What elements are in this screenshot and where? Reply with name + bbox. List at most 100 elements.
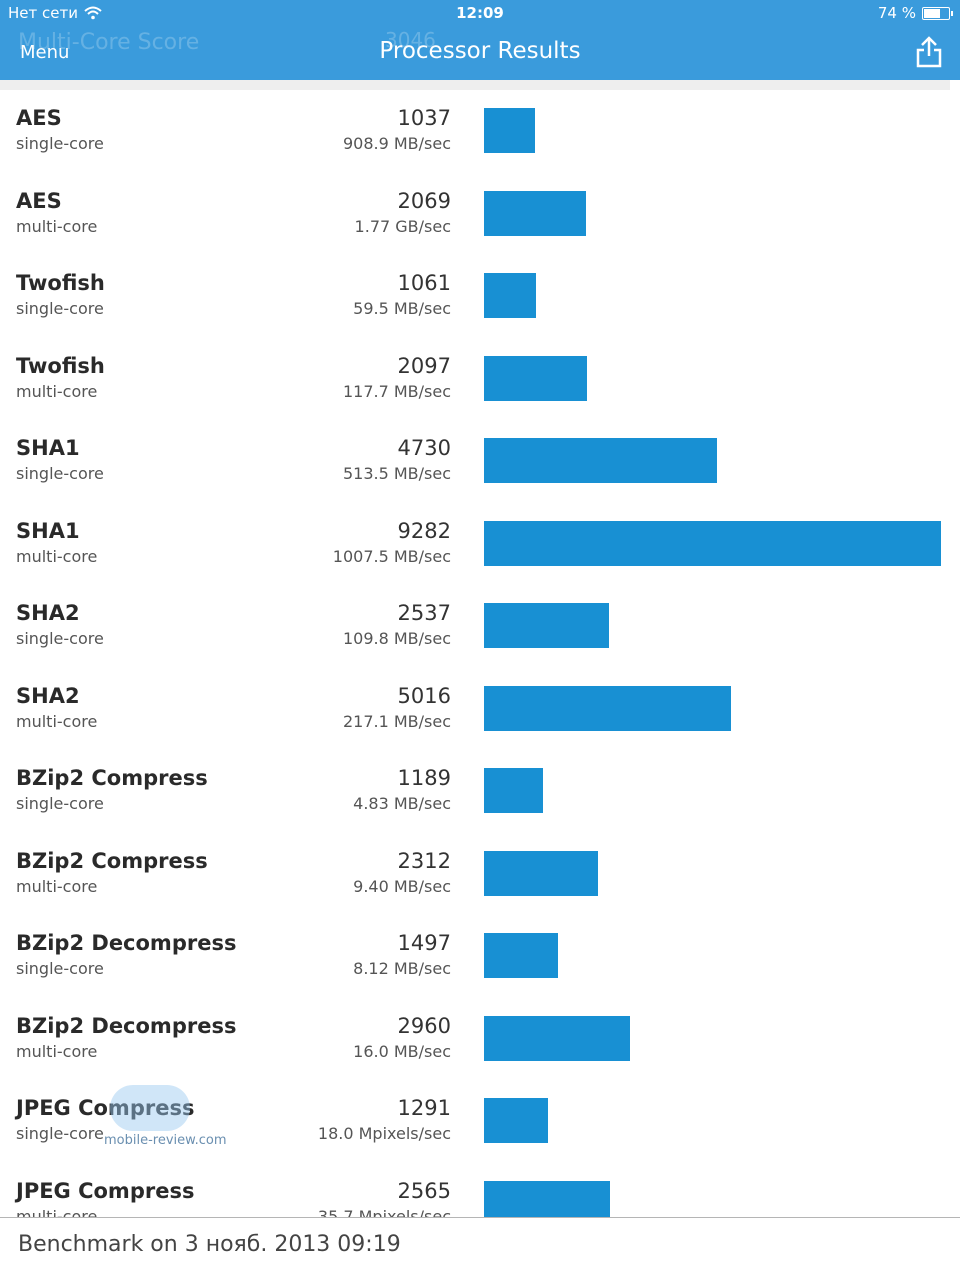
result-name: SHA2 bbox=[16, 601, 80, 625]
result-mode: multi-core bbox=[16, 546, 98, 566]
ghost-section-title: Multi-Core Score bbox=[18, 30, 200, 55]
result-name: SHA2 bbox=[16, 683, 80, 708]
watermark-text: mobile-review.com bbox=[104, 1133, 227, 1148]
menu-button[interactable]: Menu bbox=[20, 42, 70, 63]
result-score: 2312 bbox=[397, 848, 451, 873]
result-row[interactable]: SHA1 single-core 4730 513.5 MB/sec bbox=[0, 420, 960, 503]
result-score: 1061 bbox=[397, 271, 451, 295]
result-score: 1189 bbox=[397, 766, 451, 790]
result-bar bbox=[484, 685, 731, 731]
result-rate: 1.77 GB/sec bbox=[354, 216, 451, 236]
result-row[interactable]: BZip2 Decompress multi-core 2960 16.0 MB/se… bbox=[0, 998, 960, 1081]
result-bar bbox=[484, 1098, 548, 1143]
result-bar bbox=[484, 1180, 610, 1218]
result-rate: 8.12 MB/sec bbox=[353, 959, 451, 978]
result-mode: single-core bbox=[16, 959, 104, 978]
result-row[interactable]: JPEG Compress multi-core 2565 35.7 Mpixels/… bbox=[0, 1163, 960, 1219]
result-name: AES bbox=[16, 188, 62, 213]
watermark: mobile-review.com bbox=[100, 1085, 230, 1165]
result-row[interactable]: JPEG Compress single-core 1291 18.0 Mpixels… bbox=[0, 1080, 960, 1163]
result-name: AES bbox=[16, 106, 62, 130]
result-bar bbox=[484, 190, 586, 236]
result-score: 2097 bbox=[397, 353, 451, 378]
result-row[interactable]: Twofish single-core 1061 59.5 MB/sec bbox=[0, 255, 960, 338]
scroll-header-strip bbox=[0, 80, 950, 90]
result-rate: 4.83 MB/sec bbox=[353, 794, 451, 813]
result-score: 1291 bbox=[397, 1096, 451, 1120]
result-mode: single-core bbox=[16, 629, 104, 648]
result-mode: single-core bbox=[16, 1124, 104, 1143]
result-row[interactable]: AES multi-core 2069 1.77 GB/sec bbox=[0, 173, 960, 256]
result-mode: multi-core bbox=[16, 216, 98, 236]
result-bar bbox=[484, 933, 558, 978]
result-bar bbox=[484, 520, 941, 566]
status-time: 12:09 bbox=[456, 4, 504, 22]
result-row[interactable]: BZip2 Compress single-core 1189 4.83 MB/sec bbox=[0, 750, 960, 833]
benchmark-date: Benchmark on 3 нояб. 2013 09:19 bbox=[18, 1232, 401, 1257]
result-rate: 513.5 MB/sec bbox=[342, 464, 451, 483]
result-score: 5016 bbox=[397, 683, 451, 708]
result-score: 2565 bbox=[397, 1178, 451, 1203]
result-row[interactable]: Twofish multi-core 2097 117.7 MB/sec bbox=[0, 338, 960, 421]
result-name: BZip2 Decompress bbox=[16, 1013, 237, 1038]
status-carrier-group: Нет сети bbox=[8, 4, 102, 22]
result-rate: 109.8 MB/sec bbox=[342, 629, 451, 648]
battery-icon bbox=[922, 6, 953, 20]
result-mode: single-core bbox=[16, 299, 104, 318]
result-score: 2537 bbox=[397, 601, 451, 625]
page-title: Processor Results bbox=[379, 38, 581, 64]
result-bar bbox=[484, 603, 609, 648]
result-rate: 16.0 MB/sec bbox=[353, 1041, 451, 1061]
result-bar bbox=[484, 108, 535, 153]
result-row[interactable]: BZip2 Compress multi-core 2312 9.40 MB/sec bbox=[0, 833, 960, 916]
result-row[interactable]: BZip2 Decompress single-core 1497 8.12 MB/s… bbox=[0, 915, 960, 998]
result-score: 1497 bbox=[397, 931, 451, 955]
result-name: Twofish bbox=[16, 271, 105, 295]
result-mode: multi-core bbox=[16, 1041, 98, 1061]
share-icon[interactable] bbox=[916, 36, 942, 68]
result-row[interactable]: AES single-core 1037 908.9 MB/sec bbox=[0, 90, 960, 173]
result-rate: 1007.5 MB/sec bbox=[332, 546, 451, 566]
result-bar bbox=[484, 273, 536, 318]
result-rate: 59.5 MB/sec bbox=[353, 299, 451, 318]
result-name: JPEG Compress bbox=[16, 1178, 195, 1203]
result-bar bbox=[484, 438, 717, 483]
watermark-logo bbox=[110, 1085, 190, 1131]
result-rate: 35.7 Mpixels/sec bbox=[317, 1206, 451, 1219]
carrier-label: Нет сети bbox=[8, 4, 78, 22]
result-bar bbox=[484, 355, 587, 401]
status-battery-group: 74 % bbox=[877, 4, 953, 22]
result-row[interactable]: SHA1 multi-core 9282 1007.5 MB/sec bbox=[0, 503, 960, 586]
result-score: 1037 bbox=[397, 106, 451, 130]
result-rate: 9.40 MB/sec bbox=[353, 876, 451, 896]
result-mode: multi-core bbox=[16, 876, 98, 896]
result-mode: multi-core bbox=[16, 1206, 98, 1219]
result-name: BZip2 Compress bbox=[16, 766, 208, 790]
footer-divider bbox=[0, 1217, 960, 1218]
result-score: 2069 bbox=[397, 188, 451, 213]
result-rate: 18.0 Mpixels/sec bbox=[317, 1124, 451, 1143]
result-mode: multi-core bbox=[16, 381, 98, 401]
result-name: SHA1 bbox=[16, 436, 80, 460]
result-name: BZip2 Decompress bbox=[16, 931, 237, 955]
result-score: 4730 bbox=[397, 436, 451, 460]
result-mode: single-core bbox=[16, 134, 104, 153]
result-row[interactable]: SHA2 multi-core 5016 217.1 MB/sec bbox=[0, 668, 960, 751]
result-score: 2960 bbox=[397, 1013, 451, 1038]
top-bar: Нет сети 12:09 74 % Multi-Core Score 304… bbox=[0, 0, 960, 80]
battery-percent: 74 % bbox=[877, 4, 916, 22]
result-mode: single-core bbox=[16, 794, 104, 813]
results-list[interactable]: AES single-core 1037 908.9 MB/sec AES multi-c… bbox=[0, 90, 960, 1218]
result-name: Twofish bbox=[16, 353, 105, 378]
result-mode: single-core bbox=[16, 464, 104, 483]
result-bar bbox=[484, 850, 598, 896]
result-bar bbox=[484, 768, 543, 813]
result-rate: 217.1 MB/sec bbox=[342, 711, 451, 731]
result-name: BZip2 Compress bbox=[16, 848, 208, 873]
result-rate: 908.9 MB/sec bbox=[342, 134, 451, 153]
wifi-icon bbox=[84, 6, 102, 20]
result-score: 9282 bbox=[397, 518, 451, 543]
result-name: SHA1 bbox=[16, 518, 80, 543]
result-rate: 117.7 MB/sec bbox=[342, 381, 451, 401]
result-row[interactable]: SHA2 single-core 2537 109.8 MB/sec bbox=[0, 585, 960, 668]
